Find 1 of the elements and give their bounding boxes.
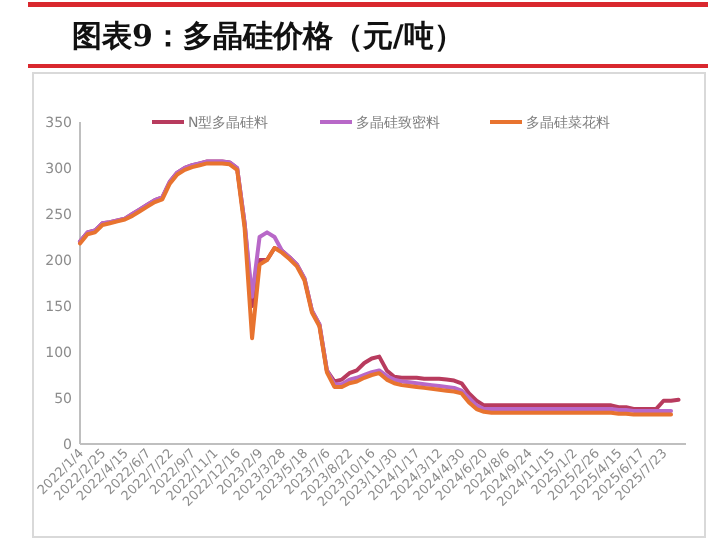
chart-title: 图表9：多晶硅价格（元/吨） [72,18,464,54]
